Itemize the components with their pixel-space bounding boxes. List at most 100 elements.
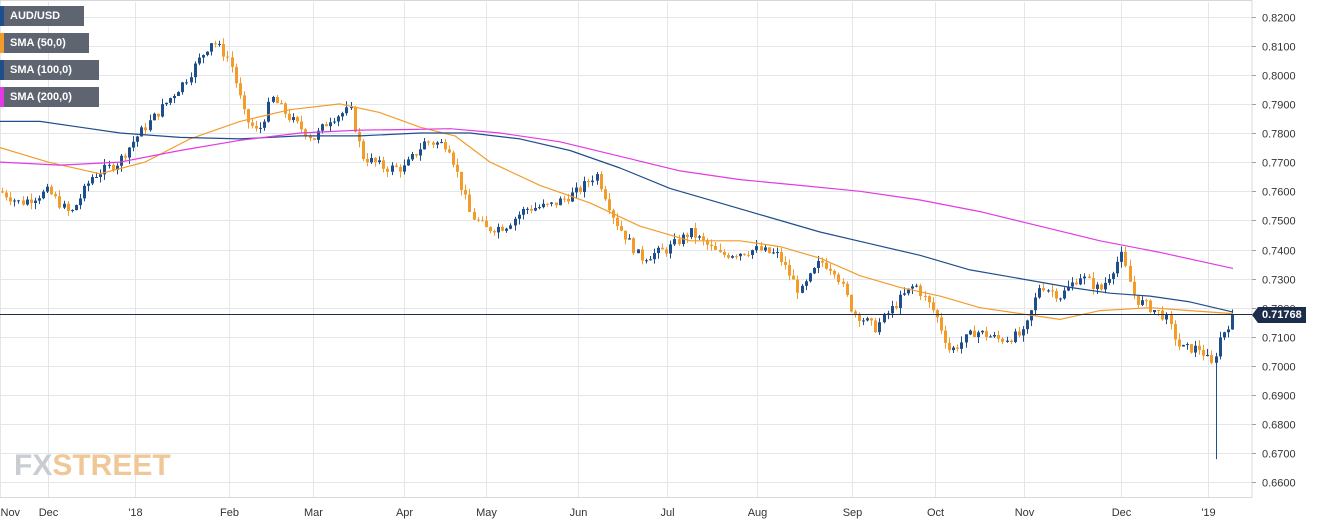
legend-item-sma200[interactable]: SMA (200,0)	[0, 87, 99, 107]
candle-down	[280, 103, 283, 105]
current-price-tag: 0.71768	[1252, 306, 1306, 323]
x-tick-label: Aug	[748, 507, 768, 519]
candle-down	[997, 335, 1000, 339]
candle-down	[792, 275, 795, 280]
candle-down	[973, 330, 976, 338]
candle-down	[1161, 310, 1164, 320]
candle-down	[936, 310, 939, 318]
candle-down	[288, 113, 291, 121]
candle-down	[9, 197, 12, 202]
candle-down	[485, 220, 488, 228]
candle-up	[1182, 344, 1185, 347]
y-tick-label: 0.6700	[1262, 449, 1296, 461]
candle-up	[198, 57, 201, 64]
candle-up	[120, 155, 123, 166]
y-tick-label: 0.6900	[1262, 391, 1296, 403]
candle-up	[46, 186, 49, 192]
candle-up	[79, 198, 82, 206]
y-tick-label: 0.7000	[1262, 362, 1296, 374]
candle-down	[50, 186, 53, 195]
candle-up	[378, 160, 381, 163]
legend-label-audusd: AUD/USD	[10, 10, 61, 22]
candle-down	[825, 262, 828, 269]
y-tick-label: 0.7500	[1262, 216, 1296, 228]
candle-down	[694, 228, 697, 238]
candle-up	[534, 207, 537, 211]
candle-down	[632, 238, 635, 254]
candle-up	[1079, 278, 1082, 285]
candle-up	[26, 199, 29, 205]
candle-up	[952, 347, 955, 351]
candle-up	[1014, 331, 1017, 343]
candle-up	[915, 285, 918, 287]
fxstreet-logo: FXSTREET	[14, 449, 171, 482]
candle-up	[391, 165, 394, 172]
legend-item-sma100[interactable]: SMA (100,0)	[0, 60, 99, 80]
candle-down	[374, 157, 377, 163]
candle-up	[140, 127, 143, 137]
candle-down	[706, 240, 709, 245]
candle-up	[887, 313, 890, 315]
candle-up	[497, 226, 500, 233]
x-tick-label: Dec	[39, 507, 59, 519]
candle-down	[432, 142, 435, 145]
legend-label-sma200: SMA (200,0)	[10, 91, 72, 103]
candle-down	[956, 347, 959, 349]
candle-down	[665, 249, 668, 254]
candle-down	[22, 200, 25, 205]
legend-item-sma50[interactable]: SMA (50,0)	[0, 33, 89, 53]
candle-down	[924, 295, 927, 297]
candle-up	[1153, 310, 1156, 313]
candle-up	[267, 101, 270, 122]
candle-up	[370, 157, 373, 163]
x-tick-label: Nov	[1015, 507, 1035, 519]
candle-down	[231, 57, 234, 67]
candle-down	[1051, 290, 1054, 292]
candle-up	[292, 117, 295, 121]
candle-down	[1075, 282, 1078, 285]
candle-up	[419, 149, 422, 156]
candle-down	[468, 194, 471, 212]
candle-down	[5, 192, 8, 198]
candle-up	[177, 92, 180, 96]
candle-down	[1055, 291, 1058, 299]
candle-up	[637, 249, 640, 254]
candle-down	[1157, 310, 1160, 312]
candle-down	[54, 194, 57, 197]
candle-down	[821, 260, 824, 263]
candle-down	[366, 159, 369, 163]
candle-up	[1120, 251, 1123, 262]
candle-up	[1112, 273, 1115, 279]
legend-item-audusd[interactable]: AUD/USD	[0, 6, 84, 26]
candle-up	[108, 164, 111, 166]
candle-down	[1133, 281, 1136, 296]
candle-down	[932, 302, 935, 311]
candle-down	[255, 125, 258, 129]
candle-up	[1059, 298, 1062, 300]
candle-down	[354, 107, 357, 132]
candle-up	[202, 55, 205, 58]
candle-down	[427, 141, 430, 143]
candle-down	[948, 342, 951, 351]
candle-up	[263, 121, 266, 128]
sma-lines	[0, 103, 1252, 320]
candle-down	[313, 138, 316, 140]
candle-down	[1124, 251, 1127, 266]
x-tick-label: '18	[128, 507, 142, 519]
candle-up	[169, 98, 172, 103]
candle-down	[243, 95, 246, 110]
x-tick-label: Jul	[660, 507, 674, 519]
candle-up	[772, 252, 775, 254]
candle-down	[686, 234, 689, 238]
candle-up	[862, 320, 865, 322]
candle-up	[34, 200, 37, 204]
candle-down	[796, 279, 799, 293]
candle-up	[1231, 314, 1234, 330]
candle-up	[337, 116, 340, 122]
candle-up	[505, 228, 508, 231]
candle-down	[1042, 288, 1045, 291]
candle-up	[866, 318, 869, 321]
candle-up	[965, 334, 968, 343]
candle-down	[473, 211, 476, 220]
candle-up	[1219, 337, 1222, 357]
